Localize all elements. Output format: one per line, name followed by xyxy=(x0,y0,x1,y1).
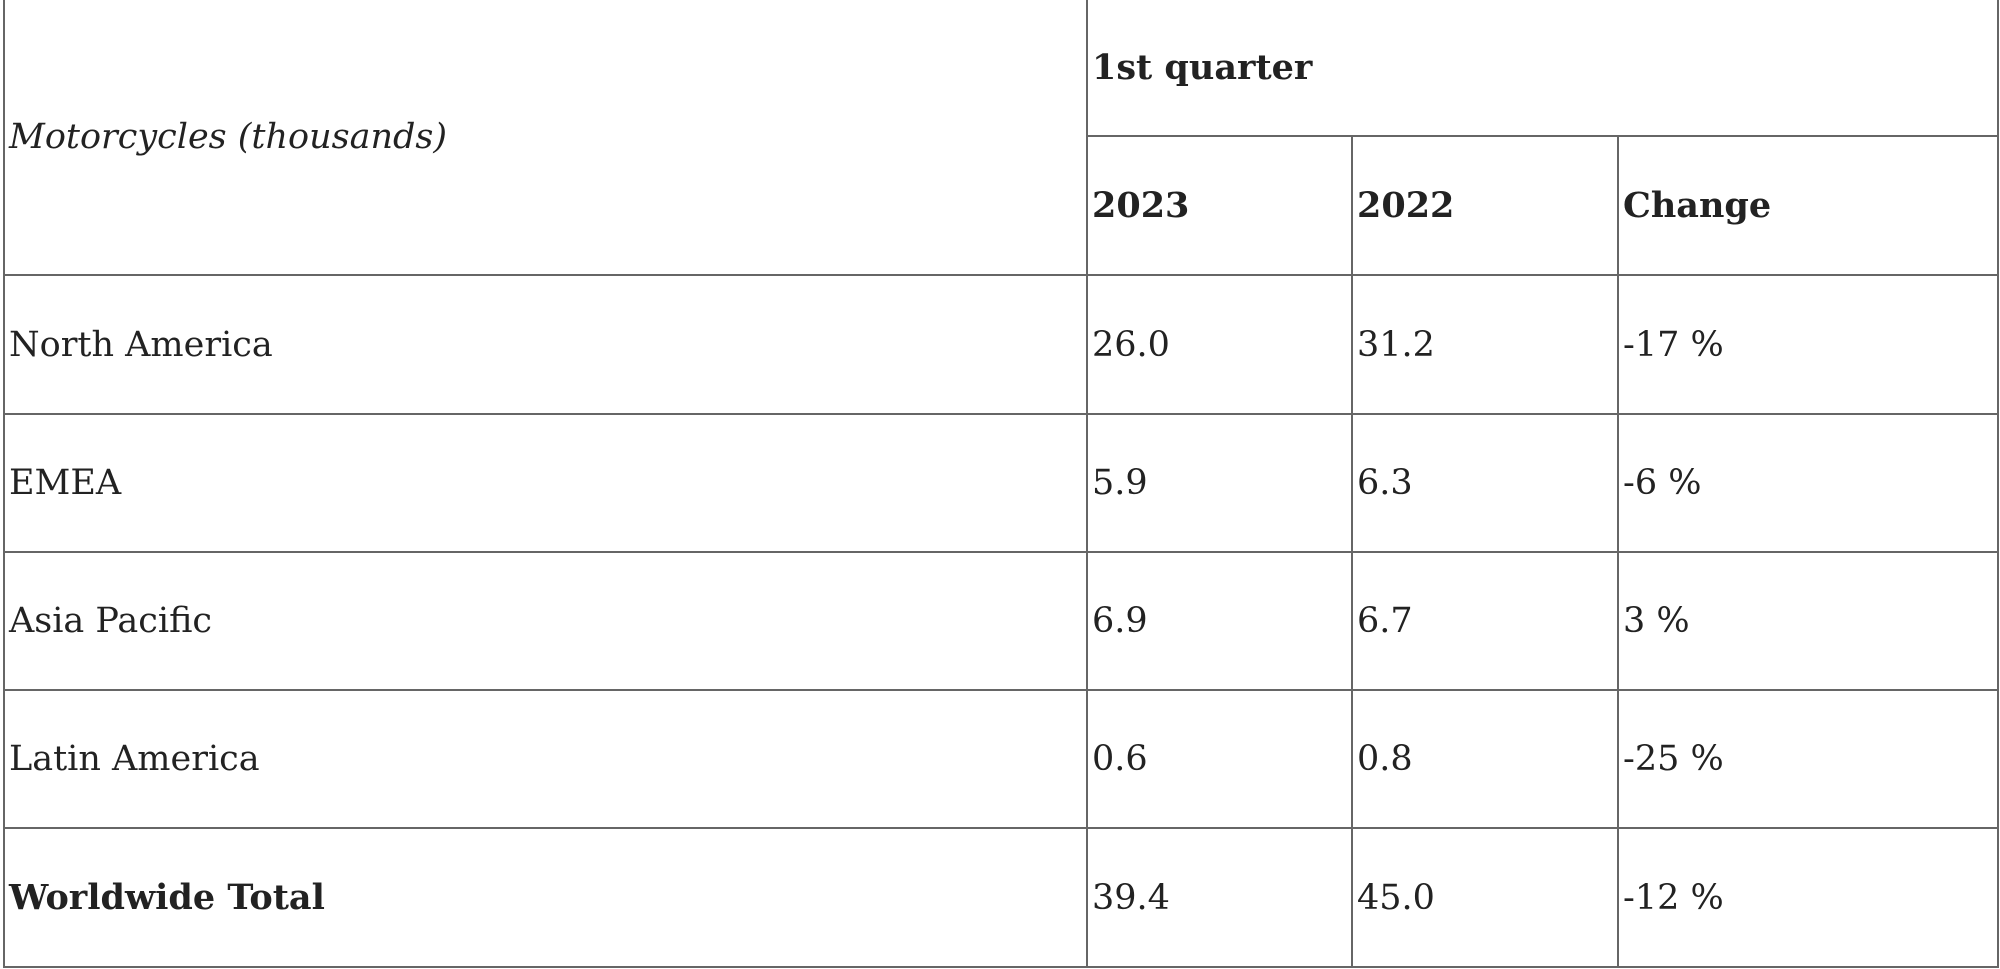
column-header: 2023 xyxy=(1086,135,1353,276)
row-label: North America xyxy=(3,274,1088,415)
cell: 0.6 xyxy=(1086,689,1353,829)
cell: -25 % xyxy=(1616,689,2000,829)
table-row: Worldwide Total 39.4 45.0 -12 % xyxy=(3,827,2000,968)
header-label: Motorcycles (thousands) xyxy=(3,0,1088,276)
cell: 6.9 xyxy=(1086,551,1353,691)
header-row: Motorcycles (thousands) 1st quarter xyxy=(3,0,2000,276)
cell: 45.0 xyxy=(1351,827,1619,968)
cell: -17 % xyxy=(1616,274,2000,415)
cell: 6.7 xyxy=(1351,551,1619,691)
cell: 3 % xyxy=(1616,551,2000,691)
cell: 26.0 xyxy=(1086,274,1353,415)
header-group: 1st quarter xyxy=(1085,0,2000,137)
row-label: Latin America xyxy=(3,689,1088,829)
header-row: 2023 2022 Change xyxy=(4,135,2000,276)
table-row: Latin America 0.6 0.8 -25 % xyxy=(3,689,2000,829)
table-row: Asia Pacific 6.9 6.7 3 % xyxy=(3,551,2000,691)
table-row: EMEA 5.9 6.3 -6 % xyxy=(3,413,2000,553)
cell: 6.3 xyxy=(1351,413,1619,553)
cell: 5.9 xyxy=(1086,413,1353,553)
cell: -12 % xyxy=(1616,827,2000,968)
row-label: EMEA xyxy=(3,413,1088,553)
data-table: Motorcycles (thousands) 1st quarter 2023… xyxy=(3,0,2000,968)
table-row: North America 26.0 31.2 -17 % xyxy=(3,274,2000,415)
cell: 0.8 xyxy=(1351,689,1619,829)
cell: 31.2 xyxy=(1351,274,1619,415)
cell: 39.4 xyxy=(1086,827,1353,968)
row-label: Asia Pacific xyxy=(3,551,1088,691)
column-header: Change xyxy=(1616,135,2000,276)
cell: -6 % xyxy=(1616,413,2000,553)
column-header: 2022 xyxy=(1351,135,1619,276)
row-label: Worldwide Total xyxy=(3,827,1088,968)
